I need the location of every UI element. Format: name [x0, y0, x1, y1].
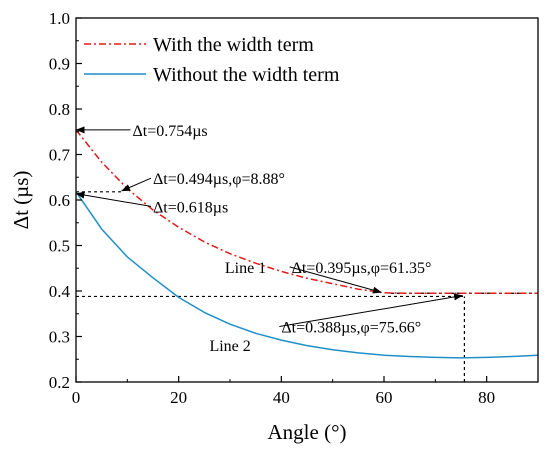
annotation-label: Δt=0.395µs,φ=61.35°	[292, 260, 432, 277]
x-axis: 0 20 40 60 80	[72, 376, 495, 407]
annotation-arrow	[279, 293, 464, 327]
y-tick-label: 0.2	[49, 373, 70, 392]
y-tick-label: 0.5	[49, 237, 70, 256]
annotation-label: Line 2	[209, 338, 250, 355]
annotation-layer: Δt=0.754µs Δt=0.494µs,φ=8.88° Δt=0.618µs Li…	[75, 123, 464, 355]
legend: With the width term Without the width ter…	[84, 34, 340, 86]
annotation-label: Δt=0.754µs	[132, 123, 207, 140]
series-line-1	[75, 129, 538, 295]
y-tick-label: 0.3	[49, 328, 70, 347]
annotation-label: Δt=0.494µs,φ=8.88°	[153, 171, 285, 188]
y-tick-label: 0.7	[49, 146, 71, 165]
annotation-label: Δt=0.388µs,φ=75.66°	[281, 319, 421, 336]
y-tick-label: 0.9	[49, 55, 70, 74]
x-tick-label: 60	[376, 388, 393, 407]
y-axis: 0.2 0.3 0.4 0.5 0.6 0.7 0.8 0.9 1.0	[49, 9, 82, 392]
x-tick-label: 80	[478, 388, 495, 407]
annotation-arrow	[75, 191, 152, 207]
y-tick-label: 0.8	[49, 100, 70, 119]
x-tick-label: 20	[170, 388, 187, 407]
y-tick-label: 1.0	[49, 9, 70, 28]
x-axis-title: Angle (°)	[268, 420, 347, 444]
legend-label-2: Without the width term	[153, 64, 340, 86]
annotation-label: Δt=0.618µs	[153, 199, 228, 216]
y-tick-label: 0.4	[49, 282, 71, 301]
annotation-arrow	[289, 266, 382, 294]
series-line-2	[75, 191, 539, 359]
x-tick-label: 0	[72, 388, 81, 407]
y-axis-title: Δt (µs)	[9, 171, 33, 230]
y-tick-label: 0.6	[49, 191, 70, 210]
legend-label-1: With the width term	[153, 34, 314, 56]
annotation-arrow	[121, 177, 152, 192]
annotation-label: Line 1	[225, 260, 266, 277]
x-tick-label: 40	[273, 388, 290, 407]
series-layer	[75, 129, 539, 359]
